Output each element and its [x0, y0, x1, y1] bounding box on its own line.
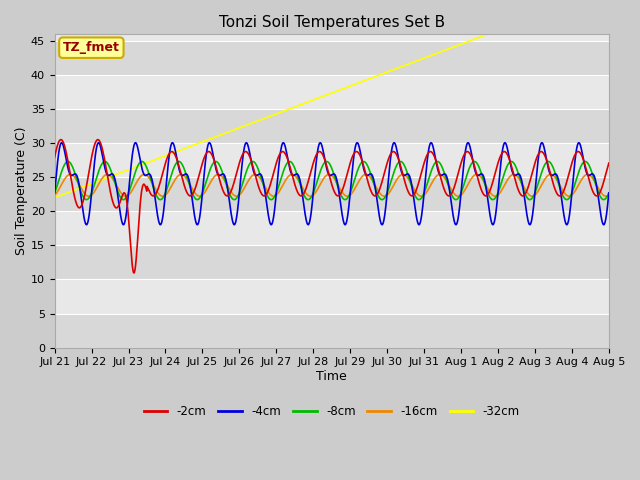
Bar [54, 279, 609, 313]
Bar [54, 245, 609, 279]
Bar [54, 143, 609, 177]
Title: Tonzi Soil Temperatures Set B: Tonzi Soil Temperatures Set B [219, 15, 445, 30]
Bar [54, 313, 609, 348]
Legend: -2cm, -4cm, -8cm, -16cm, -32cm: -2cm, -4cm, -8cm, -16cm, -32cm [139, 401, 524, 423]
X-axis label: Time: Time [316, 370, 347, 383]
Bar [54, 211, 609, 245]
Bar [54, 109, 609, 143]
Text: TZ_fmet: TZ_fmet [63, 41, 120, 54]
Y-axis label: Soil Temperature (C): Soil Temperature (C) [15, 127, 28, 255]
Bar [54, 75, 609, 109]
Bar [54, 41, 609, 75]
Bar [54, 177, 609, 211]
